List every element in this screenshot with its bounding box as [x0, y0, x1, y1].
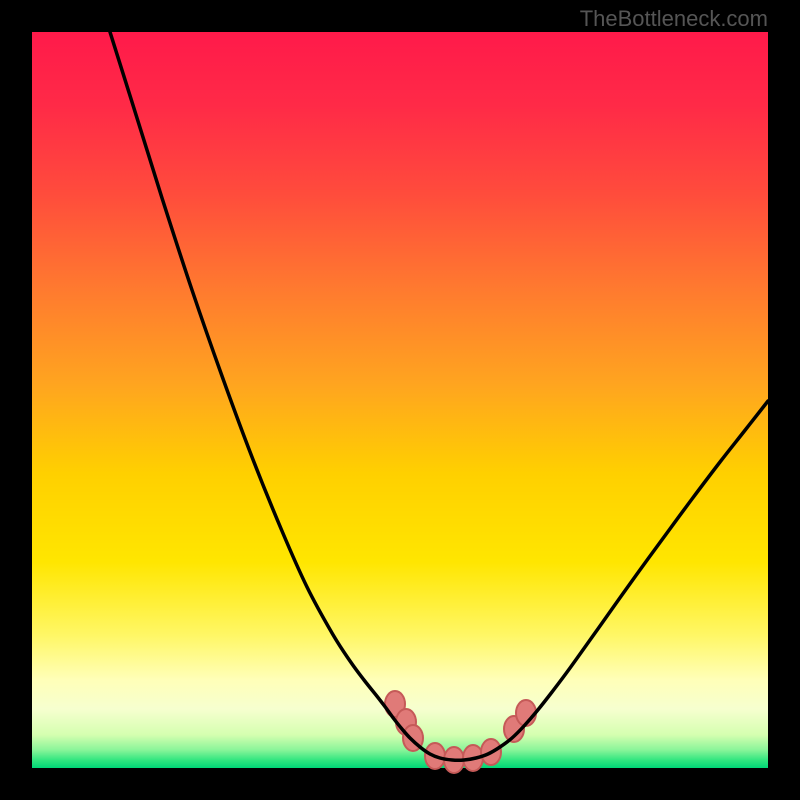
- bottleneck-curve: [110, 32, 768, 760]
- bottleneck-curve-svg: [32, 32, 768, 768]
- chart-frame: TheBottleneck.com: [0, 0, 800, 800]
- watermark-text: TheBottleneck.com: [580, 6, 768, 32]
- plot-area: [32, 32, 768, 768]
